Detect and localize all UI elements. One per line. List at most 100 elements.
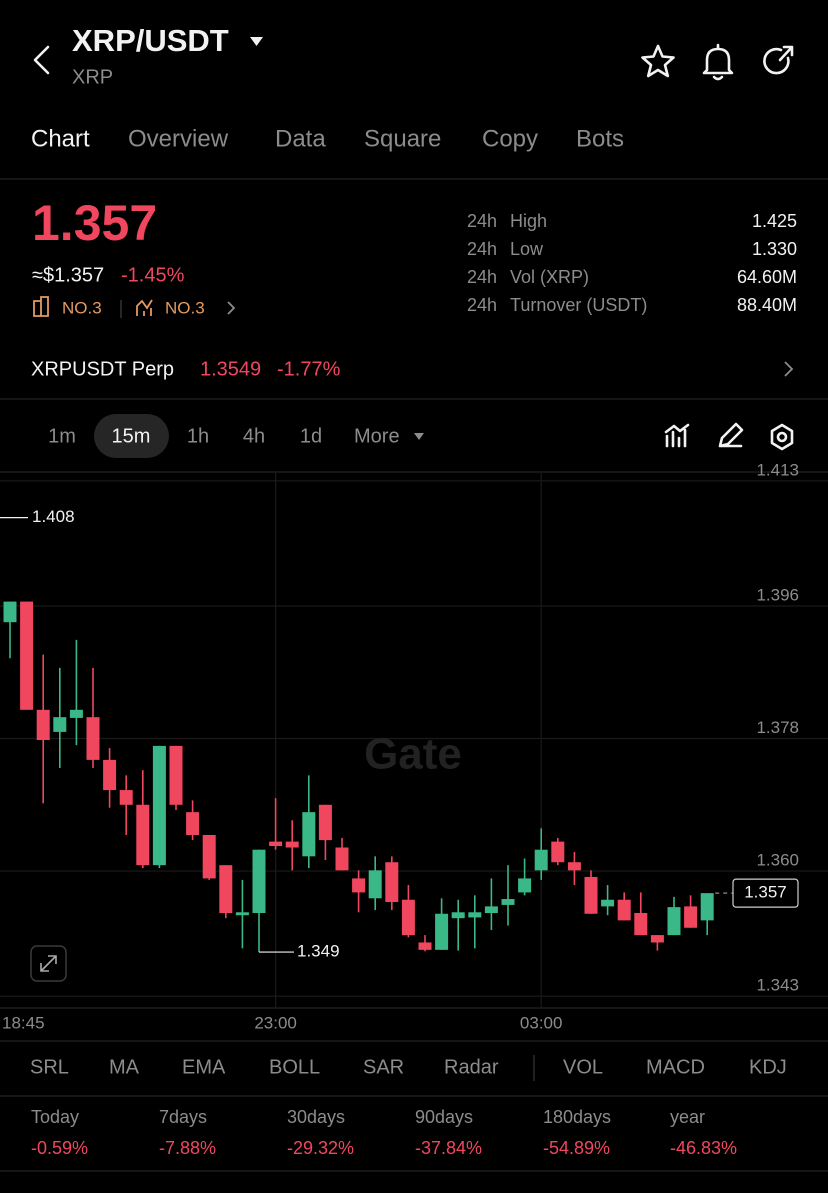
candle-body	[252, 849, 266, 914]
rank-badge[interactable]: NO.3	[165, 298, 205, 317]
candle-body	[136, 804, 150, 866]
chevron[interactable]	[227, 301, 236, 315]
perp-change: -1.77%	[277, 358, 341, 380]
indicator[interactable]: EMA	[182, 1056, 226, 1078]
pair-subtitle: XRP	[72, 66, 113, 88]
candle-body	[584, 876, 598, 914]
interval[interactable]: 1d	[300, 425, 322, 447]
expand-icon	[40, 955, 57, 972]
tab[interactable]: Copy	[482, 125, 538, 152]
sub-indicator[interactable]: MACD	[646, 1056, 705, 1078]
candle-body	[368, 870, 382, 899]
stat-period: 24h	[467, 239, 497, 259]
watermark: Gate	[364, 730, 462, 779]
tab[interactable]: Chart	[31, 125, 90, 152]
candle-body	[634, 913, 648, 936]
pair-title[interactable]: XRP/USDT	[72, 23, 229, 58]
perf-label: 30days	[287, 1107, 345, 1127]
interval[interactable]: 4h	[243, 425, 265, 447]
expand-button[interactable]	[30, 945, 67, 982]
perf-value: -29.32%	[287, 1138, 354, 1158]
pair-dropdown[interactable]	[250, 37, 263, 46]
candle-body	[186, 812, 200, 835]
candle-body	[36, 709, 50, 740]
sub-indicator[interactable]: KDJ	[749, 1056, 787, 1078]
candle-body	[551, 841, 565, 863]
x-tick-label: 23:00	[254, 1013, 297, 1032]
y-tick-label: 1.378	[756, 718, 799, 737]
usd-price: ≈$1.357	[32, 264, 104, 286]
candle-body	[335, 847, 349, 871]
back-button[interactable]	[33, 45, 50, 75]
perf-value: -54.89%	[543, 1138, 610, 1158]
candle-body	[700, 893, 714, 921]
interval-selected	[94, 414, 169, 458]
candle-body	[69, 709, 83, 718]
indicator[interactable]: BOLL	[269, 1056, 320, 1078]
indicator[interactable]: MA	[109, 1056, 140, 1078]
stat-period: 24h	[467, 267, 497, 287]
indicator[interactable]: Radar	[444, 1056, 499, 1078]
stat-value: 1.330	[752, 239, 797, 259]
y-tick-label: 1.396	[756, 585, 799, 604]
candle-body	[219, 865, 233, 914]
stat-period: 24h	[467, 211, 497, 231]
candle-body	[684, 906, 698, 928]
candle-body	[418, 942, 432, 950]
interval[interactable]: 15m	[112, 425, 151, 447]
candle-body	[501, 899, 515, 905]
candle-body	[53, 717, 67, 732]
perf-value: -7.88%	[159, 1138, 216, 1158]
candle-body	[202, 834, 216, 879]
alert-icon[interactable]	[702, 43, 734, 81]
last-price-label: 1.357	[744, 883, 787, 902]
candle-body	[352, 878, 366, 893]
candle-body	[667, 907, 681, 936]
chevron[interactable]	[784, 361, 794, 377]
tab[interactable]: Bots	[576, 125, 624, 152]
perp-name[interactable]: XRPUSDT Perp	[31, 358, 174, 380]
x-tick-label: 18:45	[2, 1013, 45, 1032]
share-icon[interactable]	[763, 45, 794, 75]
candle-body	[169, 745, 183, 805]
candle-body	[435, 913, 449, 950]
perf-value: -0.59%	[31, 1138, 88, 1158]
tab[interactable]: Data	[275, 125, 326, 152]
tab[interactable]: Overview	[128, 125, 229, 152]
favorite-icon[interactable]	[641, 44, 675, 78]
candle-body	[285, 841, 299, 848]
interval[interactable]: 1h	[187, 425, 209, 447]
candle-body	[617, 899, 631, 921]
candle-body	[534, 849, 548, 871]
candle-body	[20, 601, 34, 710]
low-marker-label: 1.349	[297, 942, 340, 961]
draw-icon[interactable]	[718, 422, 744, 448]
interval[interactable]: 1m	[48, 425, 76, 447]
indicator-icon[interactable]	[664, 423, 690, 448]
interval-more[interactable]: More	[354, 425, 400, 447]
candle-body	[484, 906, 498, 914]
chart-plot: 1.408 1.349 1.357	[0, 507, 799, 961]
candle-body	[518, 878, 532, 893]
perf-value: -46.83%	[670, 1138, 737, 1158]
candle-body	[269, 841, 283, 847]
candle-body	[567, 862, 581, 871]
rank-icon	[33, 296, 49, 317]
indicator[interactable]: SAR	[363, 1056, 404, 1078]
rank-badge[interactable]: NO.3	[62, 298, 102, 317]
settings-icon-center	[776, 431, 788, 443]
more-dropdown[interactable]	[414, 433, 424, 440]
last-price: 1.357	[32, 195, 157, 251]
x-tick-label: 03:00	[520, 1013, 563, 1032]
settings-icon[interactable]	[770, 423, 794, 451]
tab[interactable]: Square	[364, 125, 441, 152]
chart-grid: 1.413 1.396 1.378 1.360 1.343 18:45 23:00 03:00	[0, 460, 828, 1032]
indicator[interactable]: SRL	[30, 1056, 69, 1078]
sub-indicator[interactable]: VOL	[563, 1056, 603, 1078]
candle-body	[401, 899, 415, 936]
y-tick-label: 1.343	[756, 976, 799, 995]
perf-value: -37.84%	[415, 1138, 482, 1158]
y-tick-label: 1.360	[756, 851, 799, 870]
